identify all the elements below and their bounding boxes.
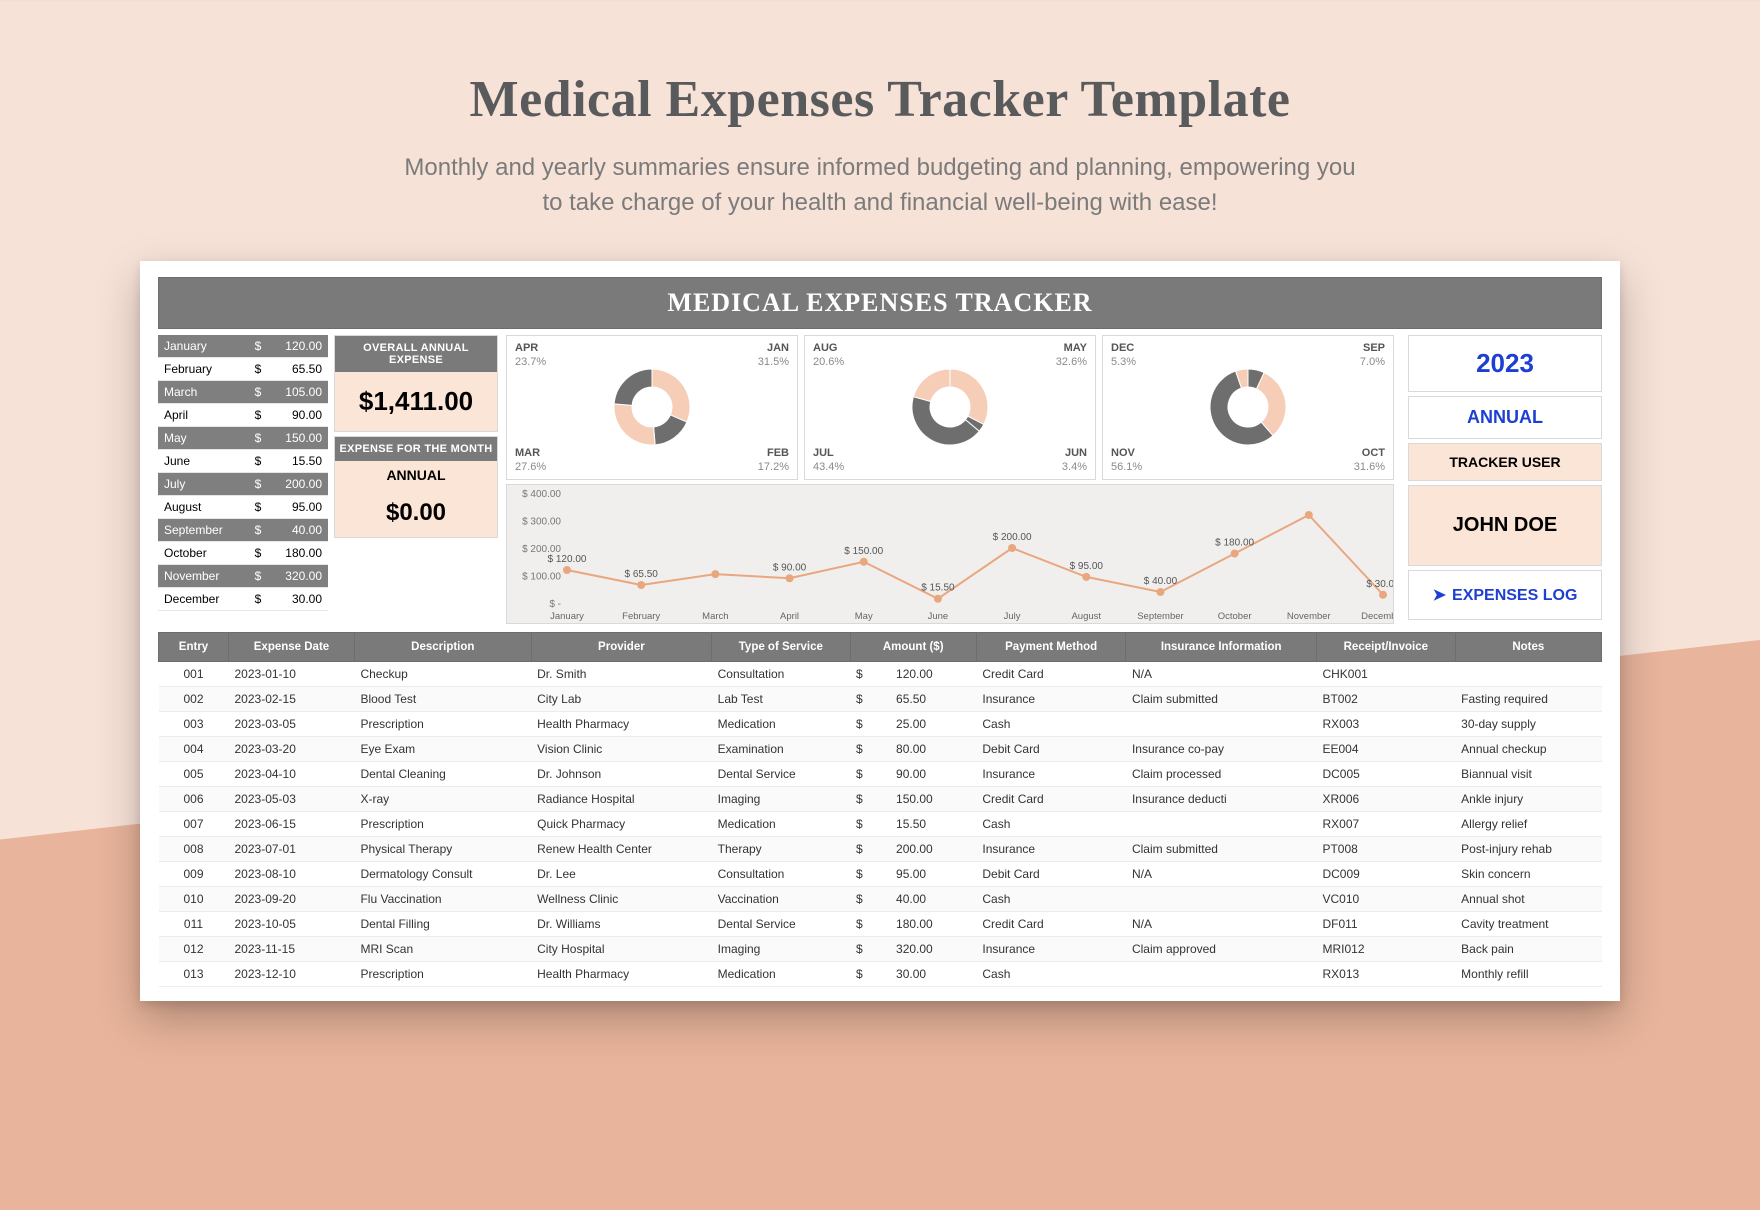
table-header: Notes xyxy=(1455,632,1601,661)
svg-text:$ 200.00: $ 200.00 xyxy=(993,532,1032,543)
table-row: 0102023-09-20Flu VaccinationWellness Cli… xyxy=(159,886,1602,911)
month-row: March$105.00 xyxy=(158,381,328,404)
kpi-month-mid: ANNUAL xyxy=(335,461,497,489)
month-list: January$120.00February$65.50March$105.00… xyxy=(158,335,328,624)
table-header: Payment Method xyxy=(976,632,1126,661)
kpi-month-head: EXPENSE FOR THE MONTH xyxy=(335,437,497,461)
right-column: 2023 ANNUAL TRACKER USER JOHN DOE EXPENS… xyxy=(1408,335,1602,624)
table-row: 0052023-04-10Dental CleaningDr. JohnsonD… xyxy=(159,761,1602,786)
user-name: JOHN DOE xyxy=(1408,485,1602,566)
svg-text:January: January xyxy=(550,611,584,622)
table-body: 0012023-01-10CheckupDr. SmithConsultatio… xyxy=(159,661,1602,986)
line-chart: $ 400.00 $ 300.00 $ 200.00 $ 100.00 $ - $ 120… xyxy=(506,484,1394,624)
month-row: September$40.00 xyxy=(158,519,328,542)
svg-text:$ 65.50: $ 65.50 xyxy=(624,569,658,580)
annual-label: ANNUAL xyxy=(1408,396,1602,439)
svg-text:$ 90.00: $ 90.00 xyxy=(773,562,807,573)
table-header-row: EntryExpense DateDescriptionProviderType… xyxy=(159,632,1602,661)
tracker-card: MEDICAL EXPENSES TRACKER January$120.00F… xyxy=(140,261,1620,1001)
svg-text:$ -: $ - xyxy=(549,599,561,610)
svg-text:$ 15.50: $ 15.50 xyxy=(921,582,955,593)
month-row: April$90.00 xyxy=(158,404,328,427)
expenses-table: EntryExpense DateDescriptionProviderType… xyxy=(158,632,1602,987)
table-header: Receipt/Invoice xyxy=(1316,632,1455,661)
table-header: Insurance Information xyxy=(1126,632,1317,661)
svg-text:$ 300.00: $ 300.00 xyxy=(522,516,561,527)
month-row: December$30.00 xyxy=(158,588,328,611)
month-row: November$320.00 xyxy=(158,565,328,588)
kpi-annual-head: OVERALL ANNUAL EXPENSE xyxy=(335,336,497,372)
user-head: TRACKER USER xyxy=(1408,443,1602,481)
table-row: 0062023-05-03X-rayRadiance HospitalImagi… xyxy=(159,786,1602,811)
svg-text:March: March xyxy=(702,611,728,622)
month-row: June$15.50 xyxy=(158,450,328,473)
donut-row: APR23.7%JAN31.5%MAR27.6%FEB17.2%AUG20.6%… xyxy=(506,335,1394,480)
svg-text:$ 40.00: $ 40.00 xyxy=(1144,576,1178,587)
charts-area: APR23.7%JAN31.5%MAR27.6%FEB17.2%AUG20.6%… xyxy=(506,335,1394,624)
month-row: January$120.00 xyxy=(158,335,328,358)
svg-text:April: April xyxy=(780,611,799,622)
table-header: Entry xyxy=(159,632,229,661)
svg-text:$ 150.00: $ 150.00 xyxy=(844,545,883,556)
svg-text:September: September xyxy=(1137,611,1183,622)
table-header: Description xyxy=(354,632,531,661)
svg-text:$ 100.00: $ 100.00 xyxy=(522,571,561,582)
kpi-annual-expense: OVERALL ANNUAL EXPENSE $1,411.00 xyxy=(334,335,498,432)
svg-text:May: May xyxy=(855,611,873,622)
table-row: 0122023-11-15MRI ScanCity HospitalImagin… xyxy=(159,936,1602,961)
donut-chart: DEC5.3%SEP7.0%NOV56.1%OCT31.6% xyxy=(1102,335,1394,480)
donut-chart: AUG20.6%MAY32.6%JUL43.4%JUN3.4% xyxy=(804,335,1096,480)
page-title: Medical Expenses Tracker Template xyxy=(0,70,1760,129)
month-row: February$65.50 xyxy=(158,358,328,381)
svg-text:$ 30.00: $ 30.00 xyxy=(1366,578,1393,589)
month-row: May$150.00 xyxy=(158,427,328,450)
page-subtitle: Monthly and yearly summaries ensure info… xyxy=(0,151,1760,221)
svg-text:February: February xyxy=(622,611,660,622)
month-row: October$180.00 xyxy=(158,542,328,565)
table-row: 0022023-02-15Blood TestCity LabLab Test$… xyxy=(159,686,1602,711)
table-header: Type of Service xyxy=(712,632,850,661)
donut-chart: APR23.7%JAN31.5%MAR27.6%FEB17.2% xyxy=(506,335,798,480)
svg-text:$ 120.00: $ 120.00 xyxy=(548,554,587,565)
table-row: 0082023-07-01Physical TherapyRenew Healt… xyxy=(159,836,1602,861)
kpi-annual-value: $1,411.00 xyxy=(335,372,497,431)
svg-text:$ 180.00: $ 180.00 xyxy=(1215,537,1254,548)
svg-text:August: August xyxy=(1071,611,1101,622)
table-row: 0112023-10-05Dental FillingDr. WilliamsD… xyxy=(159,911,1602,936)
svg-text:November: November xyxy=(1287,611,1331,622)
tracker-banner: MEDICAL EXPENSES TRACKER xyxy=(158,277,1602,329)
table-header: Amount ($) xyxy=(850,632,976,661)
table-row: 0092023-08-10Dermatology ConsultDr. LeeC… xyxy=(159,861,1602,886)
table-row: 0042023-03-20Eye ExamVision ClinicExamin… xyxy=(159,736,1602,761)
kpi-month-expense: EXPENSE FOR THE MONTH ANNUAL $0.00 xyxy=(334,436,498,538)
kpi-month-value: $0.00 xyxy=(335,489,497,537)
table-header: Provider xyxy=(531,632,712,661)
table-header: Expense Date xyxy=(229,632,355,661)
year-box: 2023 xyxy=(1408,335,1602,392)
kpi-column: OVERALL ANNUAL EXPENSE $1,411.00 EXPENSE… xyxy=(334,335,498,624)
svg-text:July: July xyxy=(1004,611,1021,622)
svg-text:October: October xyxy=(1218,611,1252,622)
svg-text:December: December xyxy=(1361,611,1393,622)
month-row: July$200.00 xyxy=(158,473,328,496)
month-row: August$95.00 xyxy=(158,496,328,519)
svg-text:June: June xyxy=(928,611,949,622)
svg-text:$ 95.00: $ 95.00 xyxy=(1070,560,1104,571)
expenses-log-link[interactable]: EXPENSES LOG xyxy=(1408,570,1602,620)
table-row: 0012023-01-10CheckupDr. SmithConsultatio… xyxy=(159,661,1602,686)
svg-text:$ 400.00: $ 400.00 xyxy=(522,489,561,500)
table-row: 0032023-03-05PrescriptionHealth Pharmacy… xyxy=(159,711,1602,736)
table-row: 0132023-12-10PrescriptionHealth Pharmacy… xyxy=(159,961,1602,986)
table-row: 0072023-06-15PrescriptionQuick PharmacyM… xyxy=(159,811,1602,836)
